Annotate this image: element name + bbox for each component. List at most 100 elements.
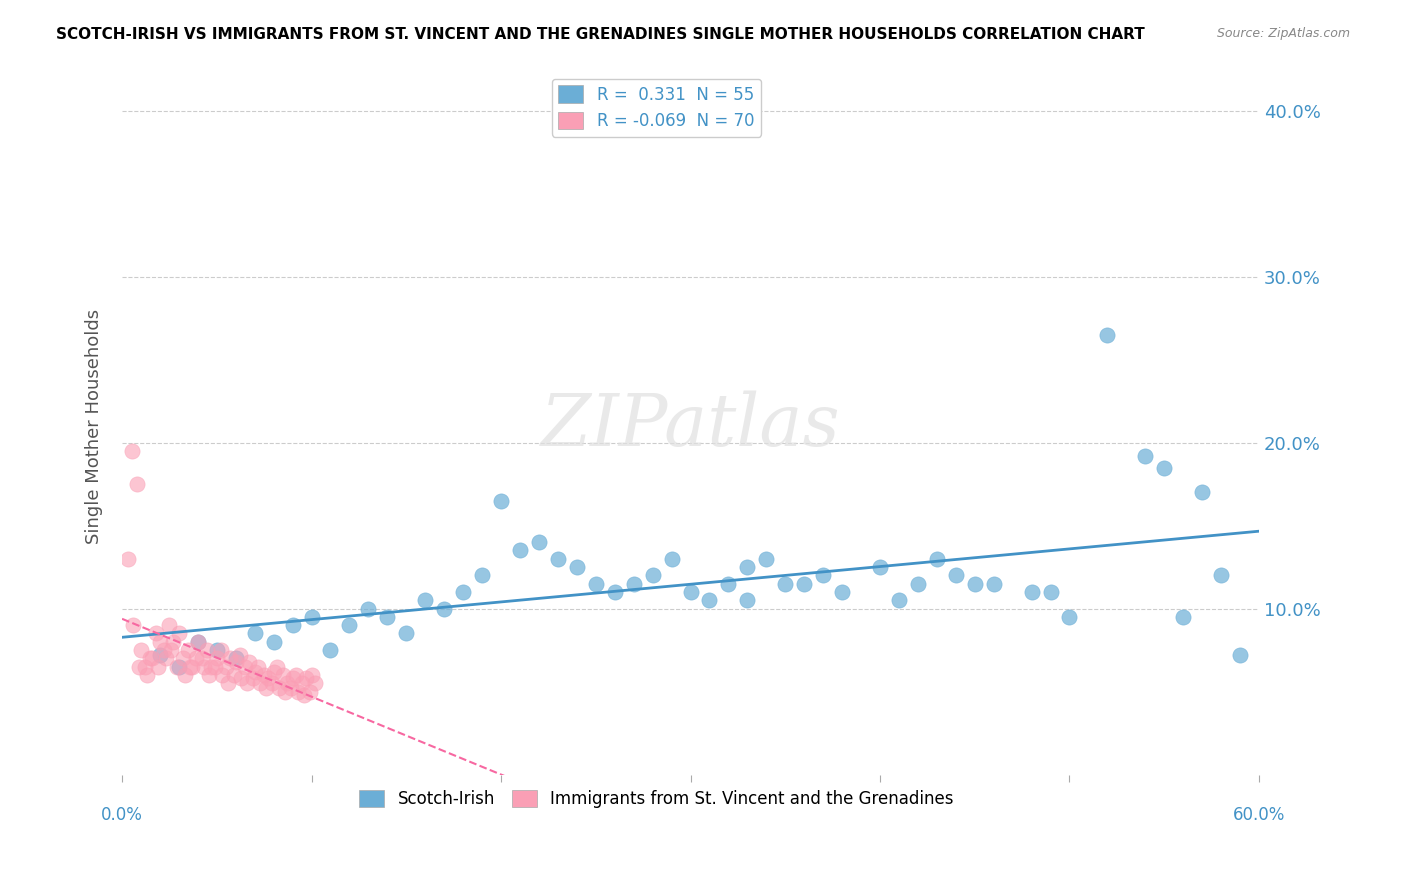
Point	[565, 560, 588, 574]
Point	[155, 651, 177, 665]
Point	[209, 643, 232, 657]
Point	[831, 585, 853, 599]
Point	[231, 671, 253, 685]
Point	[271, 668, 294, 682]
Point	[117, 551, 139, 566]
Point	[773, 576, 796, 591]
Point	[281, 618, 304, 632]
Point	[121, 443, 143, 458]
Point	[339, 618, 361, 632]
Point	[247, 659, 270, 673]
Point	[869, 560, 891, 574]
Point	[222, 668, 245, 682]
Point	[1059, 610, 1081, 624]
Point	[276, 676, 298, 690]
Point	[187, 634, 209, 648]
Point	[128, 659, 150, 673]
Point	[204, 659, 226, 673]
Text: Source: ZipAtlas.com: Source: ZipAtlas.com	[1216, 27, 1350, 40]
Point	[122, 618, 145, 632]
Point	[301, 610, 323, 624]
Point	[217, 676, 239, 690]
Point	[451, 585, 474, 599]
Point	[172, 651, 194, 665]
Point	[1039, 585, 1062, 599]
Point	[1173, 610, 1195, 624]
Point	[149, 634, 172, 648]
Text: 0.0%: 0.0%	[101, 806, 143, 824]
Point	[413, 593, 436, 607]
Point	[679, 585, 702, 599]
Point	[963, 576, 986, 591]
Point	[146, 659, 169, 673]
Point	[233, 659, 256, 673]
Legend: Scotch-Irish, Immigrants from St. Vincent and the Grenadines: Scotch-Irish, Immigrants from St. Vincen…	[353, 783, 960, 815]
Point	[257, 671, 280, 685]
Point	[1021, 585, 1043, 599]
Point	[243, 626, 266, 640]
Point	[375, 610, 398, 624]
Point	[187, 634, 209, 648]
Point	[945, 568, 967, 582]
Point	[717, 576, 740, 591]
Point	[887, 593, 910, 607]
Point	[266, 659, 288, 673]
Point	[357, 601, 380, 615]
Point	[263, 634, 285, 648]
Y-axis label: Single Mother Households: Single Mother Households	[86, 309, 103, 543]
Point	[145, 626, 167, 640]
Text: 60.0%: 60.0%	[1233, 806, 1285, 824]
Point	[274, 684, 297, 698]
Point	[260, 676, 283, 690]
Point	[135, 668, 157, 682]
Point	[149, 648, 172, 662]
Point	[129, 643, 152, 657]
Point	[1191, 485, 1213, 500]
Point	[291, 676, 314, 690]
Point	[193, 659, 215, 673]
Point	[281, 671, 304, 685]
Point	[1097, 327, 1119, 342]
Point	[301, 668, 323, 682]
Point	[236, 676, 259, 690]
Point	[280, 681, 302, 696]
Point	[195, 643, 218, 657]
Point	[162, 634, 184, 648]
Point	[225, 655, 247, 669]
Point	[160, 643, 183, 657]
Point	[205, 643, 228, 657]
Point	[139, 651, 162, 665]
Point	[304, 676, 326, 690]
Point	[166, 659, 188, 673]
Point	[661, 551, 683, 566]
Point	[907, 576, 929, 591]
Point	[167, 626, 190, 640]
Point	[1135, 449, 1157, 463]
Point	[1229, 648, 1251, 662]
Point	[177, 643, 200, 657]
Point	[254, 681, 277, 696]
Point	[699, 593, 721, 607]
Point	[489, 493, 512, 508]
Point	[285, 668, 308, 682]
Point	[127, 477, 149, 491]
Point	[433, 601, 456, 615]
Point	[793, 576, 815, 591]
Point	[269, 681, 291, 696]
Point	[298, 684, 321, 698]
Text: SCOTCH-IRISH VS IMMIGRANTS FROM ST. VINCENT AND THE GRENADINES SINGLE MOTHER HOU: SCOTCH-IRISH VS IMMIGRANTS FROM ST. VINC…	[56, 27, 1144, 42]
Point	[319, 643, 342, 657]
Point	[219, 651, 242, 665]
Point	[228, 648, 250, 662]
Point	[623, 576, 645, 591]
Point	[263, 665, 285, 679]
Point	[1153, 460, 1175, 475]
Point	[190, 651, 212, 665]
Point	[211, 668, 233, 682]
Point	[811, 568, 834, 582]
Point	[134, 659, 156, 673]
Point	[152, 643, 174, 657]
Point	[527, 535, 550, 549]
Point	[737, 593, 759, 607]
Point	[184, 651, 207, 665]
